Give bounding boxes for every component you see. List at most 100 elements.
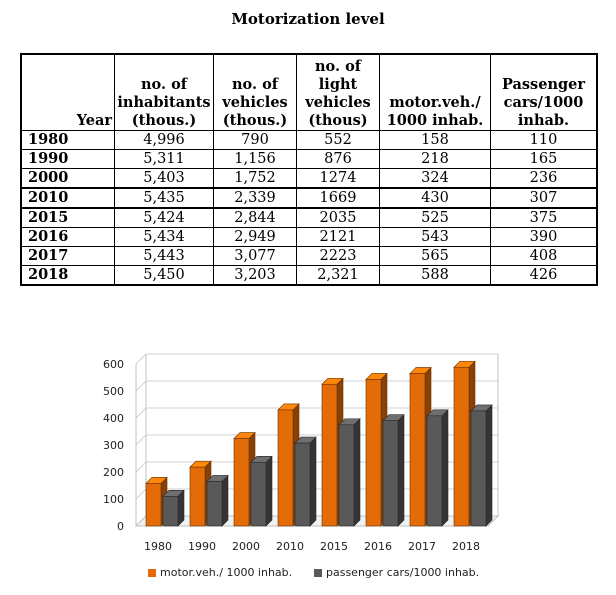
table-cell: 2017 (20, 246, 115, 266)
bar-side (353, 418, 361, 527)
bar (250, 461, 267, 527)
table-cell: 5,435 (114, 187, 214, 209)
bar-side (221, 474, 229, 527)
table-row: 2000 5,403 1,752 1274 324 236 (20, 168, 598, 189)
bar-side (397, 413, 405, 527)
header-year: Year (20, 53, 115, 131)
y-tick-label: 600 (103, 358, 124, 371)
table-cell: 2,321 (296, 265, 380, 286)
table-cell: 2035 (296, 207, 380, 228)
bar (365, 379, 382, 527)
table-row: 2010 5,435 2,339 1669 430 307 (20, 187, 598, 209)
table-cell: 158 (379, 130, 491, 150)
x-tick-label: 1980 (144, 540, 172, 553)
x-tick-label: 2018 (452, 540, 480, 553)
legend-label-passenger-cars: passenger cars/1000 inhab. (326, 566, 480, 579)
table-cell: 588 (379, 265, 491, 286)
table-cell: 165 (490, 149, 598, 169)
x-tick-label: 2017 (408, 540, 436, 553)
table-cell: 552 (296, 130, 380, 150)
header-light-vehicles: no. of light vehicles (thous) (296, 53, 380, 131)
table-row: 2015 5,424 2,844 2035 525 375 (20, 207, 598, 228)
table-header-row: Year no. of inhabitants (thous.) no. of … (20, 53, 598, 131)
table-cell: 430 (379, 187, 491, 209)
legend-label-motor-veh: motor.veh./ 1000 inhab. (160, 566, 293, 579)
table-cell: 565 (379, 246, 491, 266)
table-cell: 2018 (20, 265, 115, 286)
legend-swatch-passenger-cars (314, 569, 322, 577)
bar-side (441, 409, 449, 527)
gridline-side (135, 353, 147, 365)
table-cell: 5,450 (114, 265, 214, 286)
page-title: Motorization level (231, 10, 385, 28)
bar (453, 366, 470, 527)
header-vehicles: no. of vehicles (thous.) (213, 53, 297, 131)
legend-motor-veh: motor.veh./ 1000 inhab. (148, 566, 292, 579)
table-cell: 5,403 (114, 168, 214, 189)
table-cell: 543 (379, 227, 491, 247)
table-cell: 1,752 (213, 168, 297, 189)
table-cell: 110 (490, 130, 598, 150)
table-cell: 1274 (296, 168, 380, 189)
y-tick-label: 100 (103, 493, 124, 506)
table-cell: 5,443 (114, 246, 214, 266)
table-cell: 408 (490, 246, 598, 266)
table-cell: 218 (379, 149, 491, 169)
table-cell: 2121 (296, 227, 380, 247)
x-tick-label: 2010 (276, 540, 304, 553)
table-cell: 307 (490, 187, 598, 209)
table-cell: 2010 (20, 187, 115, 209)
table-cell: 1990 (20, 149, 115, 169)
bar (277, 409, 294, 527)
gridline-side (135, 461, 147, 473)
legend-swatch-motor-veh (148, 569, 156, 577)
table-cell: 4,996 (114, 130, 214, 150)
bar (470, 410, 487, 527)
table-row: 2018 5,450 3,203 2,321 588 426 (20, 265, 598, 286)
bar (409, 373, 426, 527)
table-cell: 324 (379, 168, 491, 189)
gridline-side (135, 380, 147, 392)
bar (426, 415, 443, 527)
table-cell: 2016 (20, 227, 115, 247)
y-tick-label: 400 (103, 412, 124, 425)
bar (294, 442, 311, 527)
table-row: 2016 5,434 2,949 2121 543 390 (20, 227, 598, 247)
bar (338, 424, 355, 527)
gridline-side (135, 488, 147, 500)
bar (162, 496, 179, 527)
table-cell: 426 (490, 265, 598, 286)
x-tick-label: 2000 (232, 540, 260, 553)
bar-side (485, 404, 493, 527)
legend-passenger-cars: passenger cars/1000 inhab. (314, 566, 479, 579)
table-cell: 2000 (20, 168, 115, 189)
table-cell: 5,311 (114, 149, 214, 169)
y-tick-label: 0 (117, 520, 124, 533)
y-tick-label: 200 (103, 466, 124, 479)
table-cell: 1669 (296, 187, 380, 209)
table-cell: 2015 (20, 207, 115, 228)
table-row: 1980 4,996 790 552 158 110 (20, 130, 598, 150)
bar (233, 438, 250, 527)
table-cell: 3,203 (213, 265, 297, 286)
table-cell: 790 (213, 130, 297, 150)
y-tick-label: 500 (103, 385, 124, 398)
header-motor-veh-per-1000: motor.veh./ 1000 inhab. (379, 53, 491, 131)
x-tick-label: 2015 (320, 540, 348, 553)
table-cell: 5,424 (114, 207, 214, 228)
bar (145, 483, 162, 527)
header-passenger-cars-per-1000: Passenger cars/1000 inhab. (490, 53, 598, 131)
table-cell: 2,844 (213, 207, 297, 228)
motorization-bar-chart: 0 100 200 300 400 500 600 1980 1990 2000 2010 2015 2… (103, 353, 500, 553)
table-cell: 375 (490, 207, 598, 228)
table-cell: 2223 (296, 246, 380, 266)
table-cell: 876 (296, 149, 380, 169)
table-cell: 236 (490, 168, 598, 189)
table-cell: 1980 (20, 130, 115, 150)
bar (382, 420, 399, 527)
table-cell: 2,949 (213, 227, 297, 247)
motorization-table: Year no. of inhabitants (thous.) no. of … (20, 53, 598, 286)
bar (321, 383, 338, 527)
table-cell: 2,339 (213, 187, 297, 209)
x-tick-label: 2016 (364, 540, 392, 553)
